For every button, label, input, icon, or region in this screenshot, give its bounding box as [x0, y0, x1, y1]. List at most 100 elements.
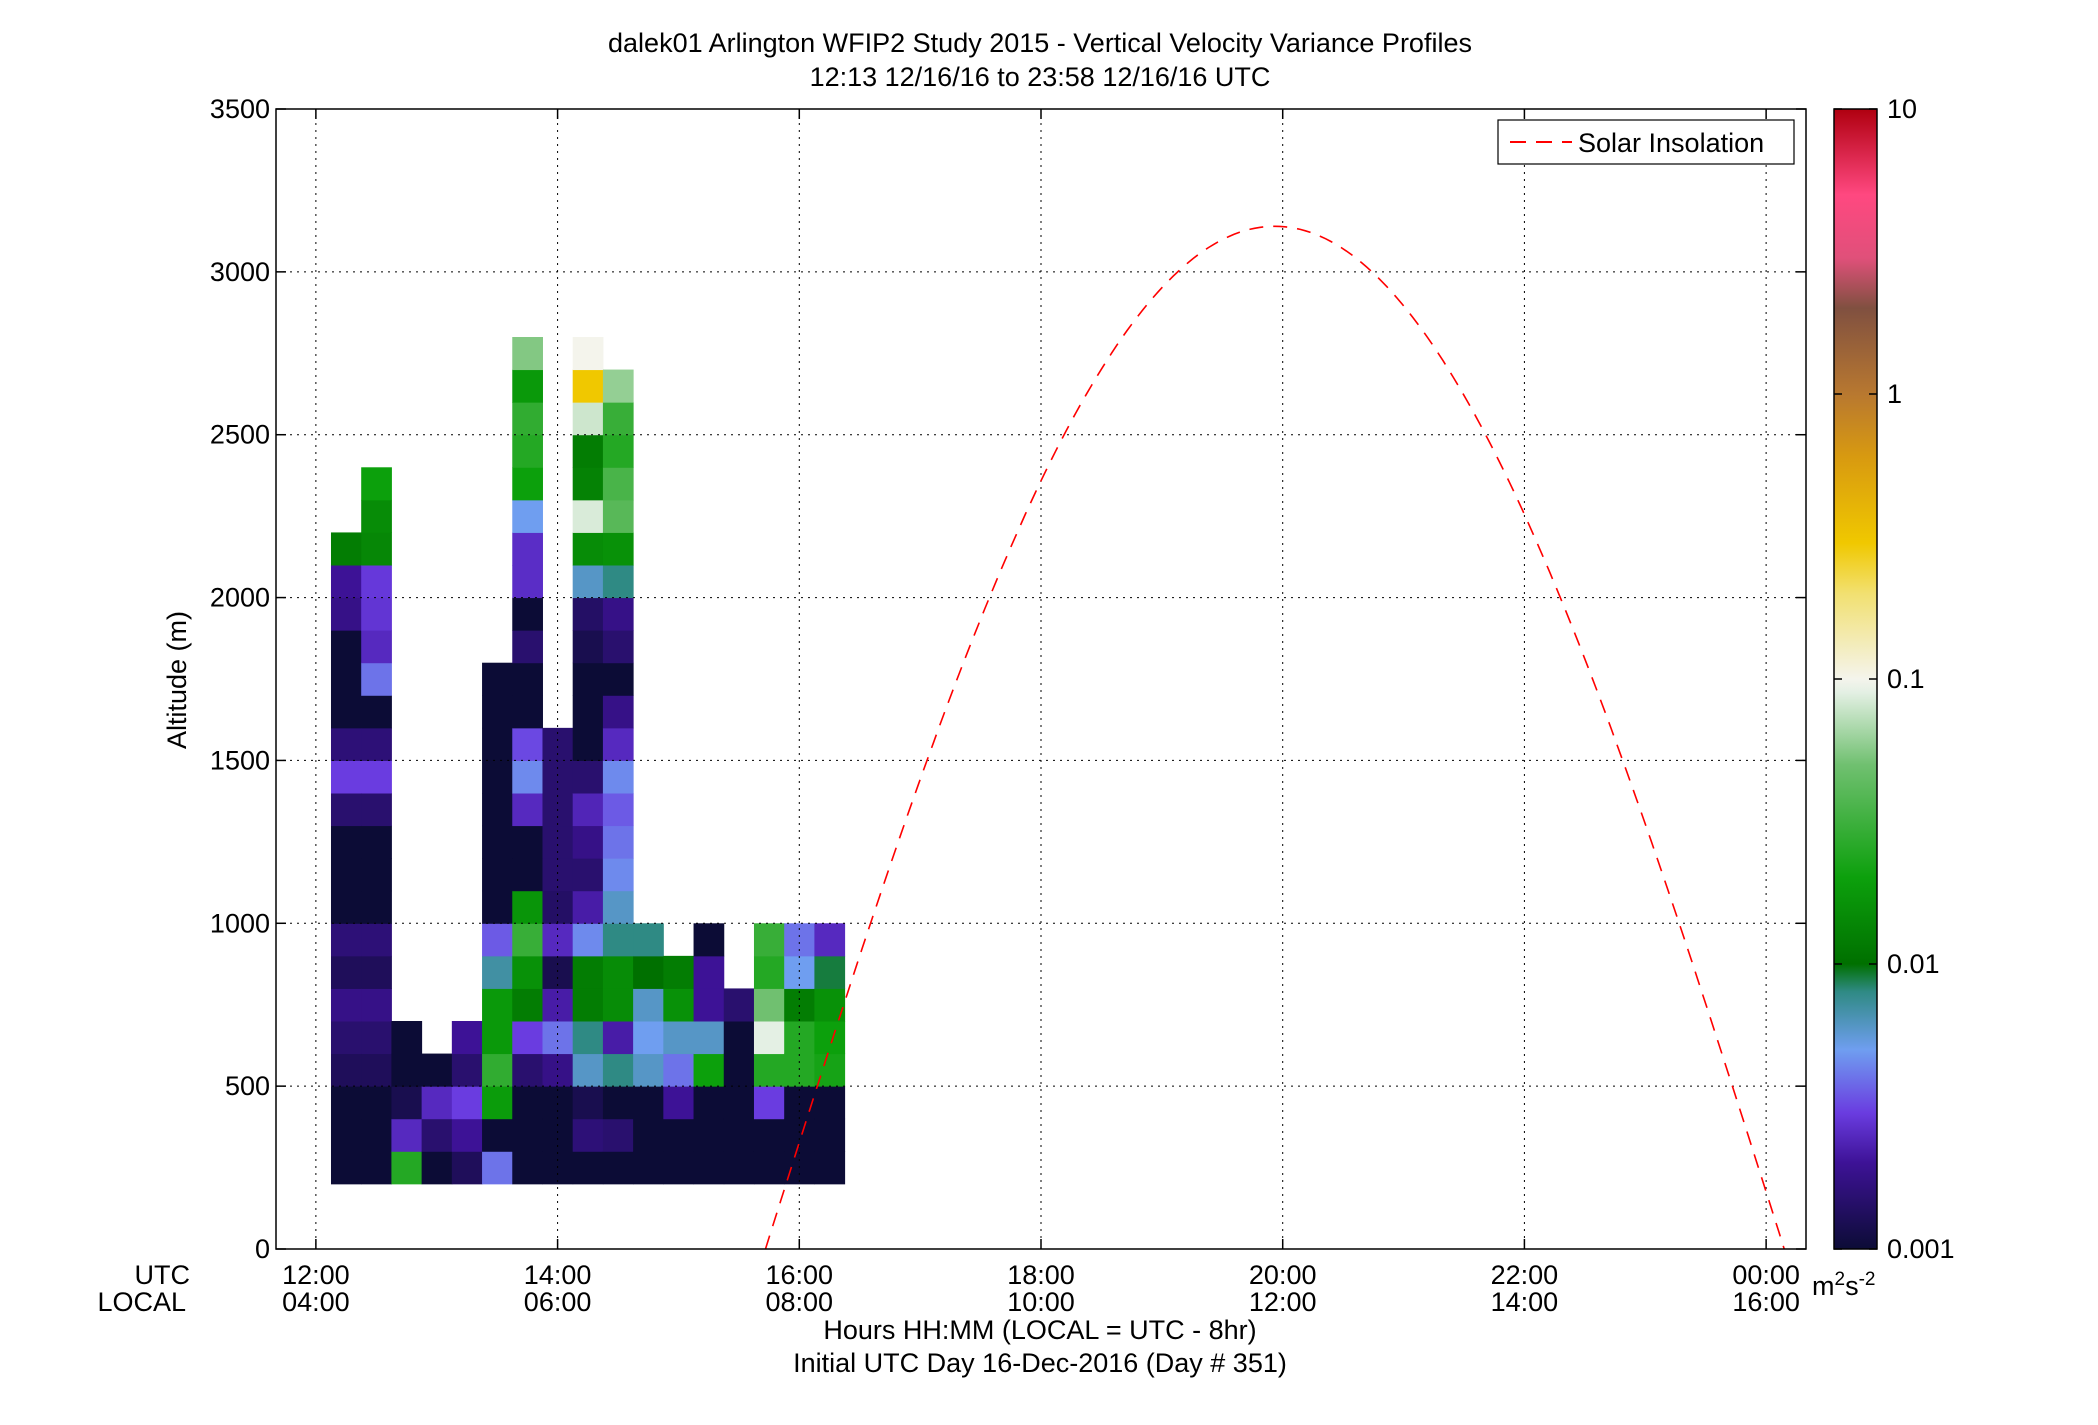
heatmap-cell: [572, 727, 604, 761]
heatmap-cell: [330, 988, 362, 1022]
y-tick-label: 1000: [210, 908, 270, 938]
heatmap-cell: [361, 988, 392, 1022]
x-tick-label-utc: 14:00: [524, 1260, 592, 1290]
heatmap-cell: [602, 760, 634, 794]
heatmap-cell: [361, 467, 392, 501]
heatmap-cell: [814, 1021, 846, 1055]
heatmap-cell: [633, 1021, 664, 1055]
heatmap-cell: [512, 630, 543, 664]
heatmap-cell: [572, 1151, 604, 1185]
heatmap-cell: [330, 890, 362, 924]
heatmap-cell: [361, 597, 392, 631]
heatmap-cell: [542, 988, 574, 1022]
x-tick-label-utc: 16:00: [766, 1260, 834, 1290]
x-row-label-utc: UTC: [135, 1260, 191, 1290]
heatmap-cell: [512, 402, 543, 436]
heatmap-cell: [451, 1053, 483, 1087]
heatmap-cell: [572, 499, 604, 533]
heatmap-cell: [330, 793, 362, 827]
heatmap-cell: [512, 1151, 543, 1185]
heatmap-cell: [572, 1021, 604, 1055]
heatmap-cell: [602, 1021, 634, 1055]
y-tick-label: 3500: [210, 94, 270, 124]
heatmap-cell: [330, 532, 362, 566]
heatmap-cell: [361, 532, 392, 566]
heatmap-cell: [330, 727, 362, 761]
heatmap-cell: [391, 1086, 423, 1120]
heatmap-cell: [512, 499, 543, 533]
heatmap-cell: [693, 1053, 725, 1087]
heatmap-cell: [330, 1151, 362, 1185]
legend: Solar Insolation: [1497, 119, 1795, 165]
heatmap-cell: [512, 467, 543, 501]
heatmap-cell: [391, 1021, 423, 1055]
heatmap-cell: [542, 955, 574, 989]
y-tick-label: 2500: [210, 420, 270, 450]
heatmap-cell: [753, 1021, 785, 1055]
heatmap-cell: [330, 858, 362, 892]
chart-subtitle: 12:13 12/16/16 to 23:58 12/16/16 UTC: [810, 62, 1271, 92]
colorbar-tick-label: 1: [1887, 379, 1902, 409]
heatmap-cell: [663, 1021, 695, 1055]
heatmap-cell: [602, 532, 634, 566]
heatmap-cell: [542, 1021, 574, 1055]
x-axis-label: Hours HH:MM (LOCAL = UTC - 8hr): [823, 1315, 1256, 1345]
heatmap-cell: [512, 890, 543, 924]
heatmap-cell: [602, 890, 634, 924]
heatmap-cell: [361, 890, 392, 924]
heatmap-cell: [482, 662, 513, 696]
heatmap-cell: [572, 825, 604, 859]
heatmap-cell: [572, 1053, 604, 1087]
heatmap-cell: [602, 955, 634, 989]
heatmap-cell: [361, 630, 392, 664]
heatmap-cell: [753, 988, 785, 1022]
heatmap-cell: [330, 695, 362, 729]
heatmap-cell: [723, 1086, 755, 1120]
heatmap-cell: [572, 565, 604, 599]
heatmap-cell: [512, 662, 543, 696]
heatmap-cell: [361, 760, 392, 794]
heatmap-cell: [391, 1151, 423, 1185]
heatmap-cell: [814, 955, 846, 989]
heatmap-cell: [330, 760, 362, 794]
heatmap-cell: [602, 1118, 634, 1152]
x-tick-label-utc: 00:00: [1732, 1260, 1800, 1290]
heatmap-cell: [361, 1053, 392, 1087]
colorbar-ticks: 0.001 0.01 0.1 1 10: [1834, 94, 1955, 1264]
heatmap-cell: [602, 727, 634, 761]
heatmap-cell: [361, 858, 392, 892]
heatmap-cell: [542, 760, 574, 794]
heatmap-cell: [542, 858, 574, 892]
heatmap-cell: [663, 988, 695, 1022]
heatmap-cell: [512, 955, 543, 989]
x-axis-label-2: Initial UTC Day 16-Dec-2016 (Day # 351): [793, 1348, 1287, 1378]
heatmap-cell: [451, 1086, 483, 1120]
heatmap-cell: [693, 923, 725, 957]
heatmap-cell: [482, 890, 513, 924]
x-tick-label-local: 16:00: [1732, 1287, 1800, 1317]
heatmap-cell: [361, 955, 392, 989]
heatmap-cell: [421, 1053, 453, 1087]
heatmap-cell: [814, 1118, 846, 1152]
heatmap-cell: [572, 858, 604, 892]
heatmap-cell: [361, 499, 392, 533]
heatmap-cell: [361, 727, 392, 761]
heatmap-cell: [602, 793, 634, 827]
heatmap-cell: [784, 1086, 815, 1120]
heatmap-cell: [572, 695, 604, 729]
heatmap-cell: [330, 923, 362, 957]
heatmap-cell: [723, 988, 755, 1022]
x-tick-label-utc: 22:00: [1491, 1260, 1559, 1290]
heatmap-cell: [572, 923, 604, 957]
heatmap-cell: [602, 499, 634, 533]
y-axis-label: Altitude (m): [162, 611, 192, 749]
heatmap-cell: [602, 597, 634, 631]
heatmap-cell: [753, 1053, 785, 1087]
heatmap-cell: [572, 662, 604, 696]
heatmap-cell: [602, 1151, 634, 1185]
heatmap-cell: [602, 1053, 634, 1087]
x-tick-label-utc: 12:00: [282, 1260, 350, 1290]
heatmap-cell: [512, 988, 543, 1022]
heatmap-cell: [482, 858, 513, 892]
colorbar-tick-label: 10: [1887, 94, 1917, 124]
